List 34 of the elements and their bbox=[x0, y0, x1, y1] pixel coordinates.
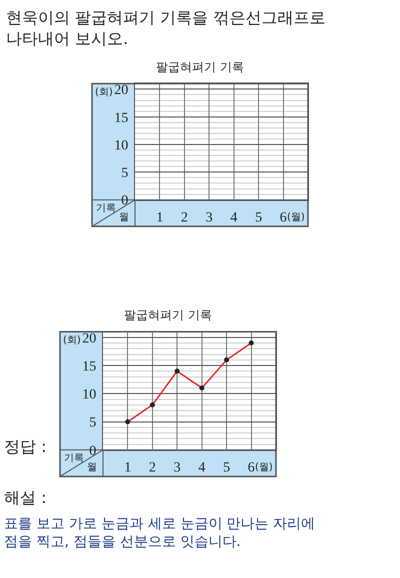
text: 현욱이의 팔굽혀펴기 기록을 꺾은선그래프로 나타내어 보시오. bbox=[6, 8, 326, 48]
x-tick-label: 4 bbox=[230, 210, 238, 226]
x-tick-label: 6 bbox=[248, 460, 255, 476]
text: 정답 : bbox=[4, 437, 46, 456]
y-tick-label: 20 bbox=[114, 83, 128, 98]
y-tick-label: 5 bbox=[89, 416, 96, 431]
x-tick-label: 5 bbox=[255, 210, 262, 226]
text: 기록 bbox=[96, 203, 116, 214]
text: 기록 bbox=[64, 453, 84, 464]
x-axis-title: (월) bbox=[287, 212, 305, 223]
y-tick-label: 15 bbox=[82, 359, 96, 374]
text: 월 bbox=[87, 462, 97, 473]
x-tick-label: 3 bbox=[206, 210, 213, 226]
x-axis-title: (월) bbox=[255, 462, 273, 473]
text: 해설 : bbox=[4, 488, 46, 507]
y-tick-label: 15 bbox=[114, 110, 128, 126]
x-tick-label: 2 bbox=[148, 460, 156, 476]
x-tick-label: 1 bbox=[156, 210, 164, 226]
text: 표를 보고 가로 눈금과 세로 눈금이 만나는 자리에 점을 찍고, 점들을 선분으로 잇습니다. bbox=[4, 516, 316, 550]
x-tick-label: 5 bbox=[223, 460, 230, 476]
x-tick-label: 3 bbox=[174, 460, 181, 476]
y-tick-label: 10 bbox=[82, 388, 96, 403]
y-tick-label: 20 bbox=[82, 331, 96, 346]
x-tick-label: 4 bbox=[198, 460, 206, 476]
chart-title: 팔굽혀펴기 기록 bbox=[124, 308, 212, 322]
x-tick-label: 1 bbox=[124, 460, 132, 476]
x-tick-label: 6 bbox=[280, 210, 287, 226]
y-axis-title: (회) bbox=[95, 87, 113, 98]
y-tick-label: 5 bbox=[121, 166, 128, 182]
y-tick-label: 10 bbox=[114, 138, 128, 154]
x-tick-label: 2 bbox=[180, 210, 188, 226]
text: 월 bbox=[119, 212, 129, 223]
chart-title: 팔굽혀펴기 기록 bbox=[156, 60, 244, 74]
y-axis-title: (회) bbox=[63, 335, 81, 346]
